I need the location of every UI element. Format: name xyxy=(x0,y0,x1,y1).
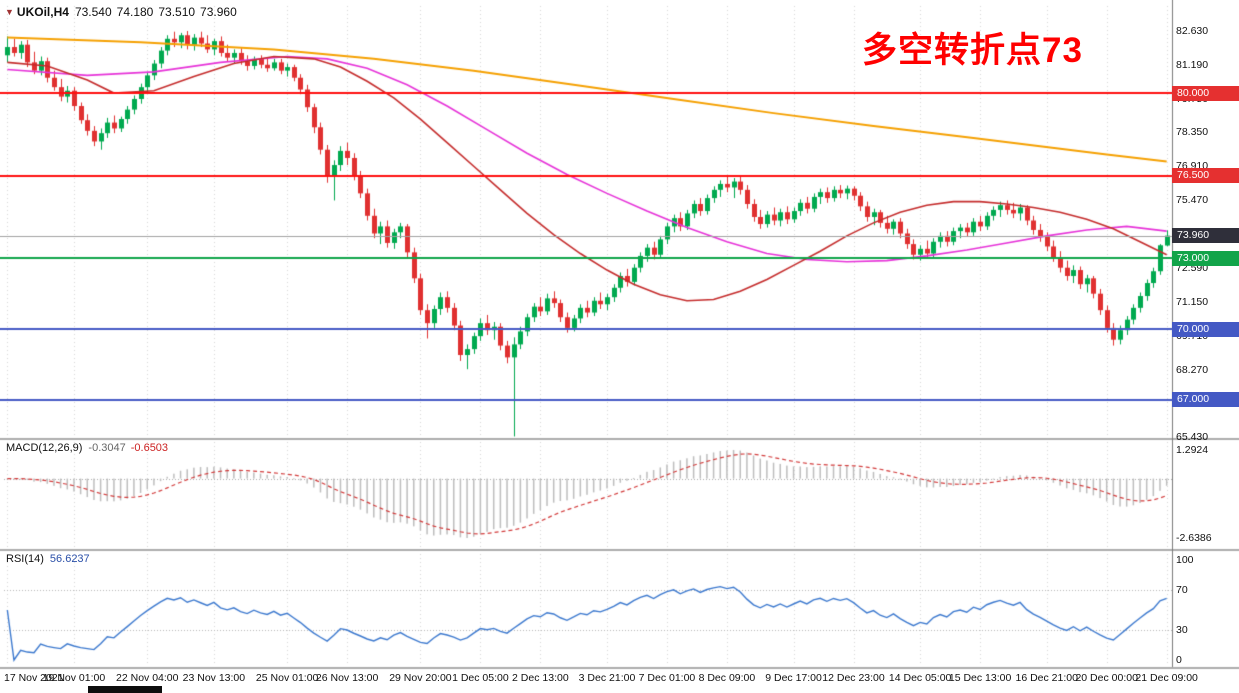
time-axis-label: 20 Dec 00:00 xyxy=(1075,672,1138,684)
macd-signal-value: -0.6503 xyxy=(130,442,169,454)
price-axis-label: 65.430 xyxy=(1176,430,1209,443)
time-axis-label: 19 Nov 01:00 xyxy=(42,672,106,684)
low-value: 73.510 xyxy=(158,5,196,19)
price-axis-label: 78.350 xyxy=(1176,126,1209,138)
rsi-axis-label: 70 xyxy=(1176,584,1188,596)
time-axis-label: 14 Dec 05:00 xyxy=(888,672,952,684)
macd-axis-label: 1.2924 xyxy=(1176,444,1209,456)
price-axis-label: 75.470 xyxy=(1176,193,1209,206)
one-click-trading-toggle-icon[interactable]: ▼ xyxy=(5,7,14,17)
price-level-badge: 73.960 xyxy=(1172,228,1239,244)
rsi-name: RSI(14) xyxy=(6,553,44,565)
price-level-badge: 67.000 xyxy=(1172,392,1239,408)
chart-annotation-text: 多空转折点73 xyxy=(862,31,1083,70)
price-level-badge: 80.000 xyxy=(1172,85,1239,101)
price-level-badge: 73.000 xyxy=(1172,250,1239,266)
open-value: 73.540 xyxy=(74,5,112,19)
taskbar-fragment xyxy=(88,686,162,693)
time-axis-label: 1 Dec 05:00 xyxy=(452,672,509,684)
time-axis-label: 3 Dec 21:00 xyxy=(578,672,636,684)
price-axis-label: 82.630 xyxy=(1176,25,1209,37)
rsi-axis-label: 30 xyxy=(1176,624,1188,636)
time-axis-label: 22 Nov 04:00 xyxy=(116,672,179,684)
macd-name: MACD(12,26,9) xyxy=(6,442,83,454)
time-axis-label: 21 Dec 09:00 xyxy=(1135,672,1198,684)
price-level-badge: 70.000 xyxy=(1172,321,1239,337)
time-axis-label: 2 Dec 13:00 xyxy=(512,672,569,684)
price-level-badge: 76.500 xyxy=(1172,168,1239,184)
price-axis-label: 71.150 xyxy=(1176,295,1209,308)
macd-axis-label: -2.6386 xyxy=(1176,532,1212,544)
time-axis-label: 7 Dec 01:00 xyxy=(638,672,696,684)
time-axis-label: 25 Nov 01:00 xyxy=(255,672,319,684)
time-axis-label: 9 Dec 17:00 xyxy=(765,672,822,684)
chart-header: ▼ UKOil,H4 73.540 74.180 73.510 73.960 xyxy=(5,5,242,19)
time-axis-label: 29 Nov 20:00 xyxy=(389,672,452,684)
macd-main-value: -0.3047 xyxy=(88,442,126,454)
price-axis-label: 81.190 xyxy=(1176,58,1209,71)
symbol-timeframe-label: UKOil,H4 xyxy=(16,5,69,19)
price-axis-label: 68.270 xyxy=(1176,363,1209,376)
time-axis-label: 16 Dec 21:00 xyxy=(1015,672,1078,684)
rsi-value: 56.6237 xyxy=(49,553,90,565)
rsi-axis-label: 0 xyxy=(1176,654,1182,666)
time-axis-label: 8 Dec 09:00 xyxy=(698,672,756,684)
time-axis-label: 23 Nov 13:00 xyxy=(182,672,246,684)
time-axis-label: 17 Nov 2021 xyxy=(4,672,64,684)
close-value: 73.960 xyxy=(200,5,237,19)
rsi-indicator-label: RSI(14) 56.6237 xyxy=(6,553,90,565)
macd-indicator-label: MACD(12,26,9) -0.3047 -0.6503 xyxy=(6,442,168,454)
time-axis-label: 15 Dec 13:00 xyxy=(948,672,1012,684)
rsi-axis-label: 100 xyxy=(1176,554,1194,566)
time-axis-label: 12 Dec 23:00 xyxy=(822,672,885,684)
time-axis-label: 26 Nov 13:00 xyxy=(315,672,379,684)
high-value: 74.180 xyxy=(116,5,154,19)
